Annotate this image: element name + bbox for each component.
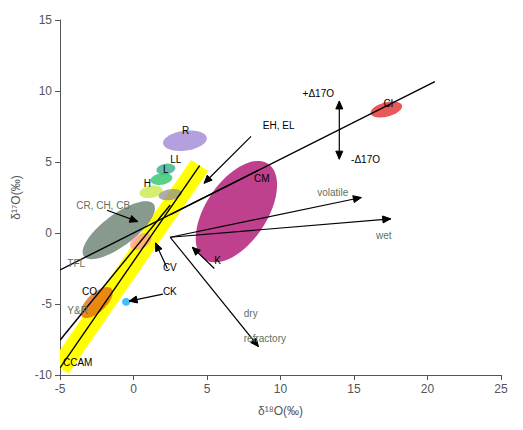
svg-text:H: H [144, 178, 151, 189]
svg-text:L: L [163, 164, 169, 175]
svg-text:5: 5 [45, 155, 52, 169]
svg-text:CK: CK [163, 286, 177, 297]
svg-text:0: 0 [130, 382, 137, 396]
svg-text:25: 25 [494, 382, 508, 396]
svg-text:volatile: volatile [317, 187, 349, 198]
svg-text:10: 10 [274, 382, 288, 396]
svg-text:15: 15 [39, 13, 53, 27]
svg-text:15: 15 [347, 382, 361, 396]
svg-text:0: 0 [45, 226, 52, 240]
svg-text:CCAM: CCAM [63, 357, 92, 368]
svg-text:refractory: refractory [244, 333, 286, 344]
svg-text:-5: -5 [41, 297, 52, 311]
svg-text:δ¹⁷O(‰): δ¹⁷O(‰) [9, 175, 23, 219]
svg-text:CO: CO [82, 286, 97, 297]
svg-text:LL: LL [170, 154, 182, 165]
svg-text:wet: wet [375, 230, 392, 241]
svg-text:δ¹⁸O(‰): δ¹⁸O(‰) [258, 404, 303, 418]
svg-text:-10: -10 [35, 368, 53, 382]
svg-text:5: 5 [204, 382, 211, 396]
svg-text:CR, CH, CB: CR, CH, CB [76, 200, 130, 211]
svg-text:TFL: TFL [67, 258, 85, 269]
svg-text:+Δ17O: +Δ17O [303, 88, 335, 99]
svg-text:CV: CV [163, 262, 177, 273]
svg-text:20: 20 [421, 382, 435, 396]
svg-text:-5: -5 [55, 382, 66, 396]
svg-text:CM: CM [254, 173, 270, 184]
svg-text:EH, EL: EH, EL [263, 120, 295, 131]
svg-text:K: K [214, 255, 221, 266]
svg-text:10: 10 [39, 84, 53, 98]
svg-text:CI: CI [383, 98, 393, 109]
svg-text:Y&R: Y&R [67, 305, 88, 316]
svg-text:R: R [182, 125, 189, 136]
svg-text:-Δ17O: -Δ17O [351, 154, 380, 165]
svg-text:dry: dry [244, 308, 258, 319]
